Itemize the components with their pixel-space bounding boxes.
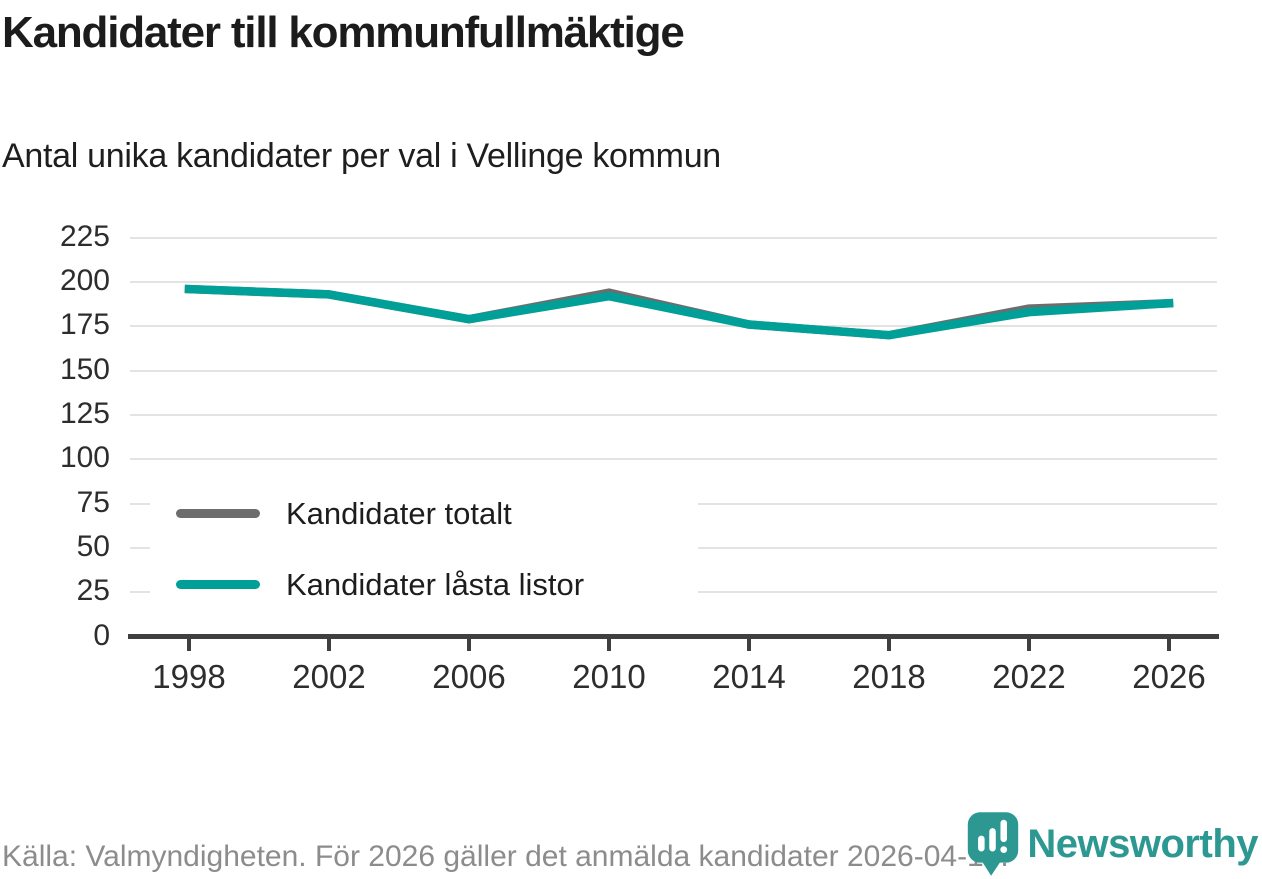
x-tick-label: 2022 xyxy=(992,658,1066,695)
chart-subtitle: Antal unika kandidater per val i Velling… xyxy=(2,137,721,175)
legend-swatch-icon xyxy=(176,580,260,589)
legend-label: Kandidater låsta listor xyxy=(286,566,585,602)
x-tick-mark xyxy=(887,639,891,651)
x-axis-line xyxy=(128,634,1219,639)
x-tick-label: 2014 xyxy=(712,658,786,695)
x-tick-label: 2018 xyxy=(852,658,926,695)
x-tick-label: 1998 xyxy=(152,658,226,695)
x-tick-label: 2026 xyxy=(1132,658,1206,695)
newsworthy-logo-icon xyxy=(968,812,1019,876)
legend-row: Kandidater totalt xyxy=(150,496,698,532)
x-tick-label: 2010 xyxy=(572,658,646,695)
y-gridline xyxy=(130,325,1217,328)
y-tick-label: 225 xyxy=(59,219,110,253)
line-series-layer xyxy=(184,284,1174,340)
y-tick-label: 150 xyxy=(59,352,110,386)
y-gridline xyxy=(130,458,1217,461)
x-tick-mark xyxy=(327,639,331,651)
x-tick-label: 2006 xyxy=(432,658,506,695)
y-tick-label: 125 xyxy=(59,396,110,430)
y-tick-label: 0 xyxy=(93,618,110,652)
plot-area: 0 25 50 75 100 125 150 175 200 225 Kandidater tot… xyxy=(0,210,1262,710)
y-tick-label: 50 xyxy=(76,529,110,563)
x-tick-mark xyxy=(1027,639,1031,651)
chart-legend: Kandidater totalt Kandidater låsta listor xyxy=(150,478,698,620)
x-tick-mark xyxy=(747,639,751,651)
y-tick-label: 75 xyxy=(76,485,110,519)
page-title: Kandidater till kommunfullmäktige xyxy=(2,8,685,57)
y-gridline xyxy=(130,236,1217,239)
legend-label: Kandidater totalt xyxy=(286,495,512,531)
y-tick-label: 25 xyxy=(76,574,110,608)
legend-swatch-icon xyxy=(176,509,260,518)
x-tick-mark xyxy=(607,639,611,651)
x-tick-label: 2002 xyxy=(292,658,366,695)
legend-row: Kandidater låsta listor xyxy=(150,567,698,603)
y-gridline xyxy=(130,413,1217,416)
y-tick-label: 175 xyxy=(59,308,110,342)
x-tick-mark xyxy=(187,639,191,651)
brand-name: Newsworthy xyxy=(1027,821,1258,866)
source-note: Källa: Valmyndigheten. För 2026 gäller d… xyxy=(2,840,1009,873)
y-gridline xyxy=(130,369,1217,372)
x-tick-mark xyxy=(467,639,471,651)
x-tick-mark xyxy=(1167,639,1171,651)
brand-lockup: Newsworthy xyxy=(965,810,1258,878)
series-line-kandidater-l-sta-listor xyxy=(184,284,1174,340)
y-tick-label: 200 xyxy=(59,264,110,297)
y-tick-label: 100 xyxy=(59,441,110,475)
y-gridline xyxy=(130,281,1217,283)
